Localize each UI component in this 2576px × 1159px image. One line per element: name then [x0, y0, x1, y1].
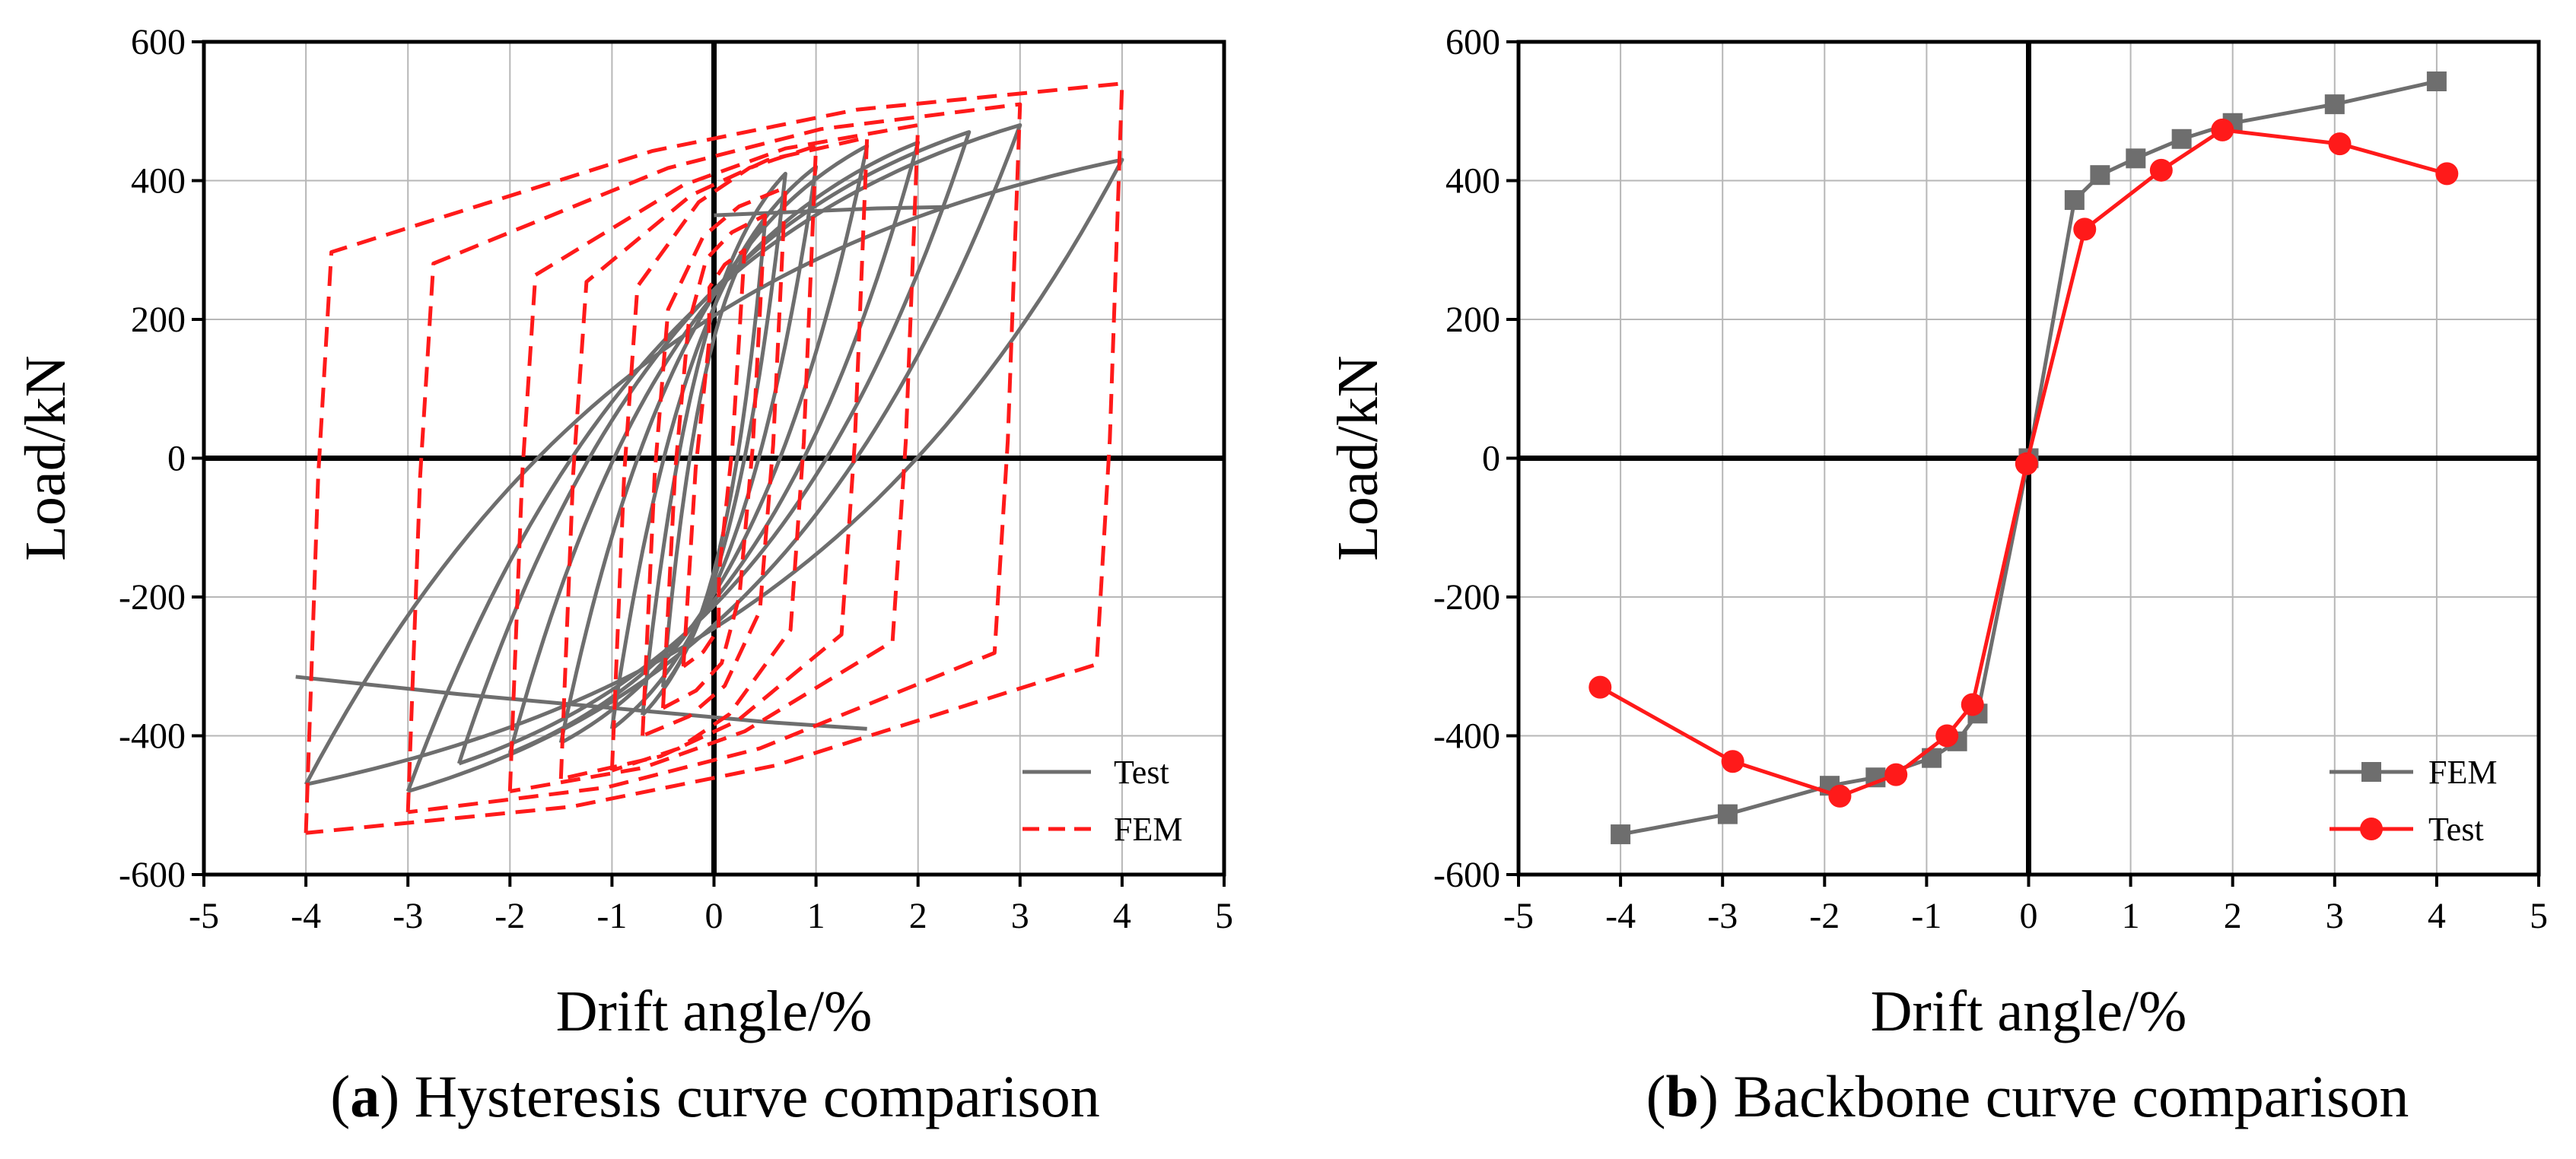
panel-a-fem-loop — [304, 81, 1124, 835]
panel-b-fem-point — [2426, 71, 2447, 92]
panel-b-fem-point — [2126, 148, 2146, 169]
panel-b-y-tick-label: -600 — [1433, 855, 1500, 895]
panel-a-y-tick-label: -400 — [119, 716, 186, 757]
panel-a-x-tick-label: -4 — [291, 896, 321, 936]
panel-b-x-tick-label: 3 — [2326, 896, 2344, 936]
panel-b-y-axis-title: Load/kN — [1326, 355, 1390, 560]
panel-a-x-tick-label: 5 — [1215, 896, 1233, 936]
panel-b-caption-text: ) Backbone curve comparison — [1699, 1063, 2409, 1129]
panel-a-test-loop — [405, 123, 1022, 793]
panel-a-caption-text: ) Hysteresis curve comparison — [380, 1063, 1100, 1129]
panel-b-y-tick-label: -200 — [1433, 577, 1500, 618]
panel-b-x-axis-title: Drift angle/% — [1871, 980, 2187, 1043]
panel-a-x-tick-label: -5 — [189, 896, 219, 936]
panel-b-fem-point — [1717, 804, 1738, 824]
panel-a-fem-loop — [558, 135, 870, 781]
panel-b-y-tick-label: 0 — [1482, 439, 1500, 479]
panel-a-legend-label-fem: FEM — [1114, 811, 1182, 848]
panel-b-test-point — [2435, 162, 2459, 186]
panel-a-x-tick-label: 2 — [909, 896, 927, 936]
panel-a-caption-open: ( — [330, 1063, 350, 1129]
panel-b-test-point — [1961, 693, 1984, 716]
panel-b-legend-label-test: Test — [2428, 811, 2484, 848]
panel-a-fem-loop — [681, 248, 747, 668]
panel-a-x-tick-label: -1 — [596, 896, 627, 936]
panel-a-y-tick-label: 0 — [167, 439, 186, 479]
panel-b-y-tick-label: -400 — [1433, 716, 1500, 757]
panel-a-x-tick-label: 3 — [1011, 896, 1029, 936]
panel-b-caption: (b) Backbone curve comparison — [1646, 1063, 2409, 1129]
panel-b-legend-marker-fem — [2361, 762, 2381, 782]
panel-a-fem-loop — [641, 186, 787, 738]
panel-a-test-tail-path — [714, 205, 949, 218]
panel-b-x-tick-label: 1 — [2122, 896, 2140, 936]
panel-b-x-tick-label: 0 — [2020, 896, 2038, 936]
panel-b-x-tick-label: 4 — [2428, 896, 2446, 936]
panel-a-y-tick-label: 200 — [131, 300, 186, 340]
panel-b-test-point — [1884, 763, 1908, 786]
panel-b-legend-label-fem: FEM — [2428, 754, 2497, 791]
panel-a-test-loop — [304, 157, 1124, 786]
panel-b-test-point — [1721, 750, 1744, 773]
panel-b-x-tick-label: -2 — [1809, 896, 1840, 936]
panel-a-y-tick-label: -600 — [119, 855, 186, 895]
panel-a-caption: (a) Hysteresis curve comparison — [330, 1063, 1100, 1129]
panel-b-x-tick-label: -5 — [1503, 896, 1534, 936]
panel-b-test-point — [1589, 675, 1612, 699]
panel-b-test-line — [1599, 128, 2447, 799]
panel-b-caption-open: ( — [1646, 1063, 1666, 1129]
panel-a-hysteresis-chart: -5 -4 -3 -2 -1 0 1 2 3 4 5 -600 -400 -200 0 200 400 600 Dr… — [14, 22, 1233, 1129]
panel-a-fem-loop — [661, 213, 768, 710]
panel-a-x-axis-title: Drift angle/% — [556, 980, 873, 1043]
panel-a-caption-letter: a — [350, 1063, 380, 1129]
panel-a-fem-loop — [405, 102, 1022, 814]
panel-b-fem-point — [1611, 824, 1631, 845]
panel-b-test-point — [1828, 784, 1852, 808]
panel-b-y-tick-label: 600 — [1445, 22, 1500, 62]
panel-a-x-tick-label: 1 — [807, 896, 825, 936]
panel-b-caption-letter: b — [1666, 1063, 1699, 1129]
panel-a-y-axis-title: Load/kN — [14, 355, 78, 560]
panel-b-backbone-chart: -5 -4 -3 -2 -1 0 1 2 3 4 5 -600 -400 -200 0 200 400 600 Dr… — [1326, 22, 2548, 1129]
panel-b-test-point — [2015, 452, 2038, 475]
panel-b-test-point — [2328, 132, 2352, 156]
panel-a-y-tick-label: 400 — [131, 161, 186, 202]
panel-b-test-point — [1935, 724, 1959, 748]
panel-b-test-point — [2073, 218, 2097, 241]
panel-a-x-tick-label: -3 — [393, 896, 423, 936]
panel-a-y-tick-label: 600 — [131, 22, 186, 62]
panel-a-legend-label-test: Test — [1114, 754, 1169, 791]
panel-b-fem-point — [2064, 190, 2085, 211]
panel-a-x-tick-label: 4 — [1113, 896, 1131, 936]
panel-b-fem-point — [2171, 129, 2192, 149]
panel-b-x-tick-label: -3 — [1707, 896, 1738, 936]
panel-b-x-tick-label: 5 — [2530, 896, 2548, 936]
panel-b-test-point — [2211, 118, 2234, 141]
panel-b-y-tick-label: 400 — [1445, 161, 1500, 202]
panel-b-x-tick-label: -1 — [1911, 896, 1942, 936]
panel-a-y-tick-label: -200 — [119, 577, 186, 618]
panel-a-x-tick-label: -2 — [495, 896, 525, 936]
panel-b-legend-marker-test — [2360, 818, 2383, 840]
panel-b-x-tick-label: -4 — [1605, 896, 1636, 936]
panel-b-x-tick-label: 2 — [2224, 896, 2242, 936]
panel-a-fem-loop — [507, 123, 921, 793]
panel-b-fem-point — [2324, 94, 2345, 115]
panel-b-y-tick-label: 200 — [1445, 300, 1500, 340]
panel-b-test-point — [2149, 158, 2173, 182]
panel-a-x-tick-label: 0 — [705, 896, 724, 936]
panel-b-fem-point — [2090, 165, 2110, 186]
